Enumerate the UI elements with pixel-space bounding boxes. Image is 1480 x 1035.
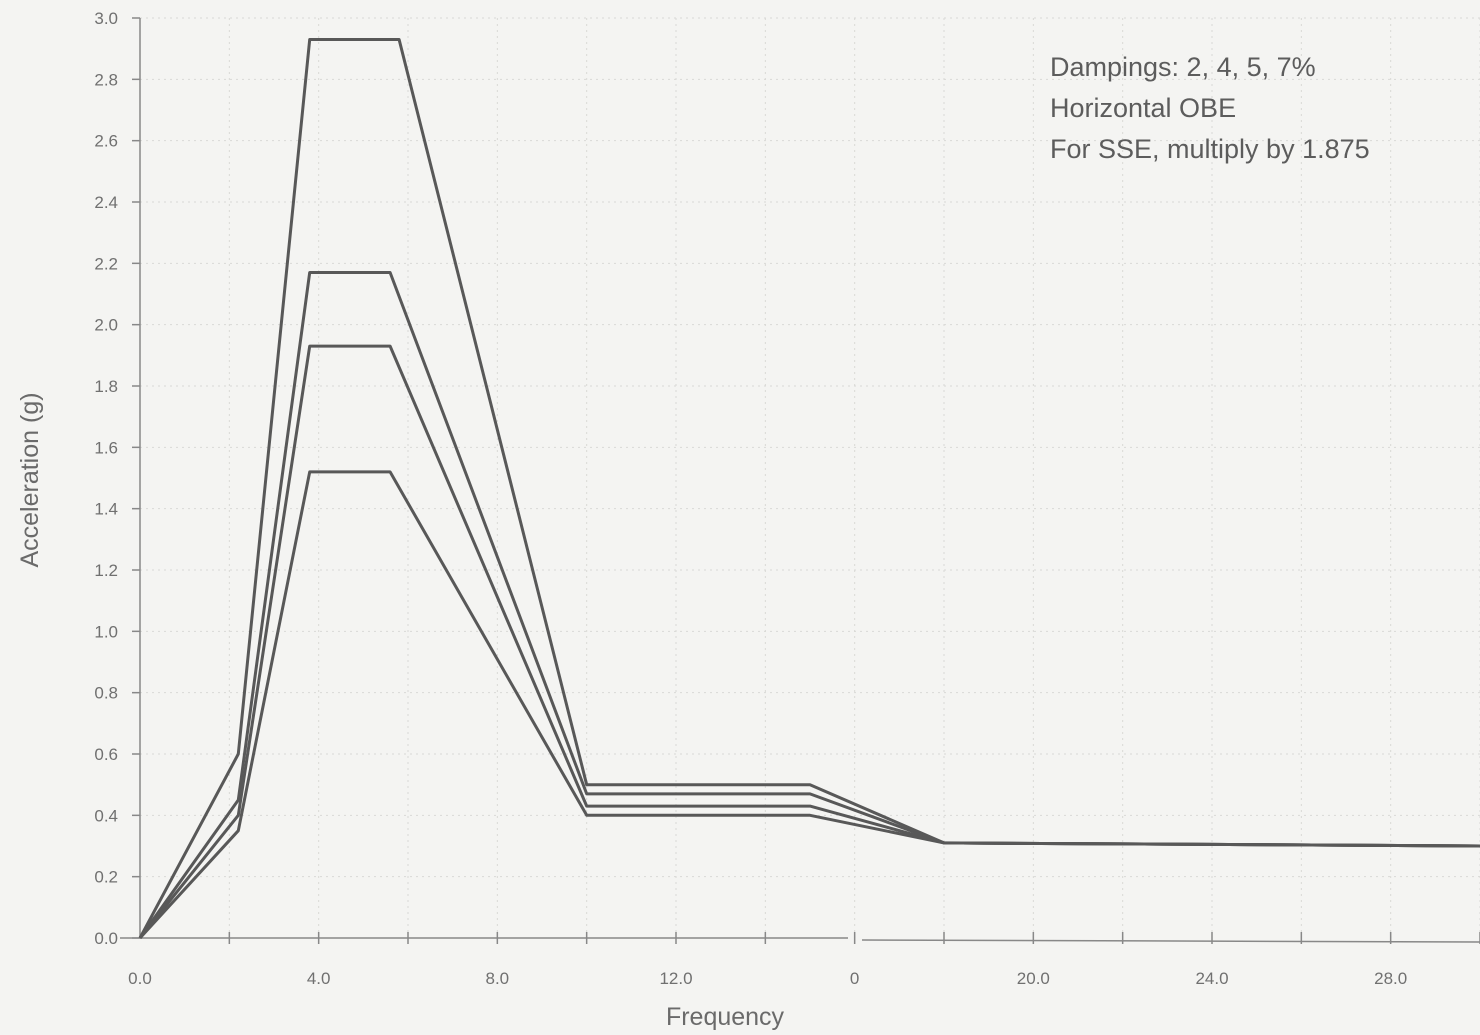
x-tick-label: 24.0 [1195, 969, 1228, 988]
y-tick-label: 0.2 [94, 868, 118, 887]
x-axis-line-right [861, 939, 1480, 943]
x-tick-label: 4.0 [307, 969, 331, 988]
y-tick-label: 0.8 [94, 684, 118, 703]
y-tick-label: 0.0 [94, 929, 118, 948]
x-tick-label: 0 [850, 969, 859, 988]
y-tick-label: 0.6 [94, 745, 118, 764]
annotation-dampings: Dampings: 2, 4, 5, 7% [1050, 52, 1316, 82]
ticks: 0.0 0.2 0.4 0.6 0.8 1.0 1.2 1.4 1.6 1.8 2.0 2.2 2.4 2… [94, 9, 1480, 988]
y-axis-title: Acceleration (g) [16, 392, 44, 567]
axes [120, 18, 1480, 943]
y-tick-label: 2.6 [94, 132, 118, 151]
y-tick-label: 0.4 [94, 806, 118, 825]
y-tick-label: 1.0 [94, 622, 118, 641]
annotation-block: Dampings: 2, 4, 5, 7% Horizontal OBE For… [1050, 52, 1370, 164]
annotation-horizontal-obe: Horizontal OBE [1050, 93, 1236, 123]
y-tick-label: 2.0 [94, 316, 118, 335]
annotation-sse-multiplier: For SSE, multiply by 1.875 [1050, 134, 1370, 164]
y-tick-label: 2.2 [94, 254, 118, 273]
x-tick-label: 20.0 [1017, 969, 1050, 988]
x-tick-label: 12.0 [659, 969, 692, 988]
series-lines [138, 38, 1480, 940]
series-line-4 [138, 470, 1480, 940]
y-tick-label: 1.8 [94, 377, 118, 396]
x-tick-label: 28.0 [1374, 969, 1407, 988]
series-line-2 [138, 271, 1480, 939]
x-tick-label: 0.0 [128, 969, 152, 988]
series-line-3 [138, 344, 1480, 939]
y-tick-label: 1.6 [94, 438, 118, 457]
x-tick-label: 8.0 [486, 969, 510, 988]
x-axis-title: Frequency [666, 1003, 785, 1031]
y-tick-label: 1.2 [94, 561, 118, 580]
y-tick-label: 2.4 [94, 193, 118, 212]
y-tick-label: 1.4 [94, 500, 118, 519]
grid [140, 17, 1480, 938]
y-tick-label: 2.8 [94, 70, 118, 89]
y-tick-label: 3.0 [94, 9, 118, 28]
series-line-1 [138, 38, 1480, 939]
